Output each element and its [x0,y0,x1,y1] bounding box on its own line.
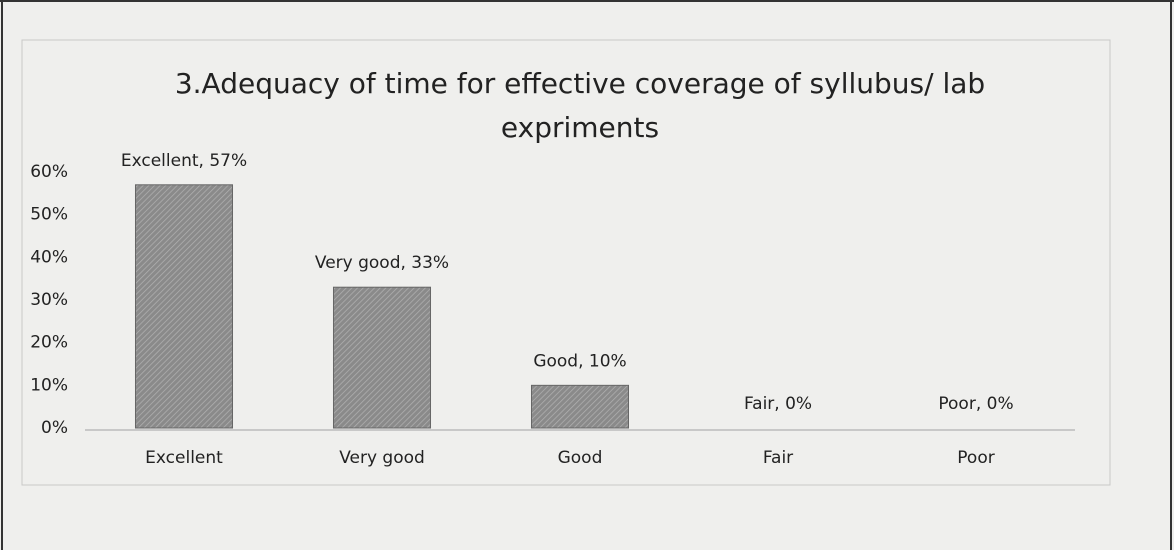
data-label: Fair, 0% [744,394,812,414]
x-tick-label: Poor [957,448,994,468]
x-tick-label: Excellent [145,448,223,468]
chart-title: 3.Adequacy of time for effective coverag… [174,67,986,144]
y-tick-label: 0% [41,418,68,438]
x-tick-label: Good [558,448,603,468]
bar [134,184,234,429]
data-label: Poor, 0% [938,394,1013,414]
y-tick-label: 40% [30,247,68,267]
data-label: Very good, 33% [315,253,449,273]
bar [530,384,630,429]
y-tick-label: 60% [30,162,68,182]
y-tick-label: 50% [30,205,68,225]
x-tick-label: Fair [763,448,793,468]
data-label: Good, 10% [533,351,626,371]
bar [332,286,432,429]
y-tick-label: 20% [30,333,68,353]
y-tick-label: 10% [30,375,68,395]
chart-frame [21,39,1111,486]
y-tick-label: 30% [30,290,68,310]
data-label: Excellent, 57% [121,151,247,171]
x-tick-label: Very good [339,448,425,468]
